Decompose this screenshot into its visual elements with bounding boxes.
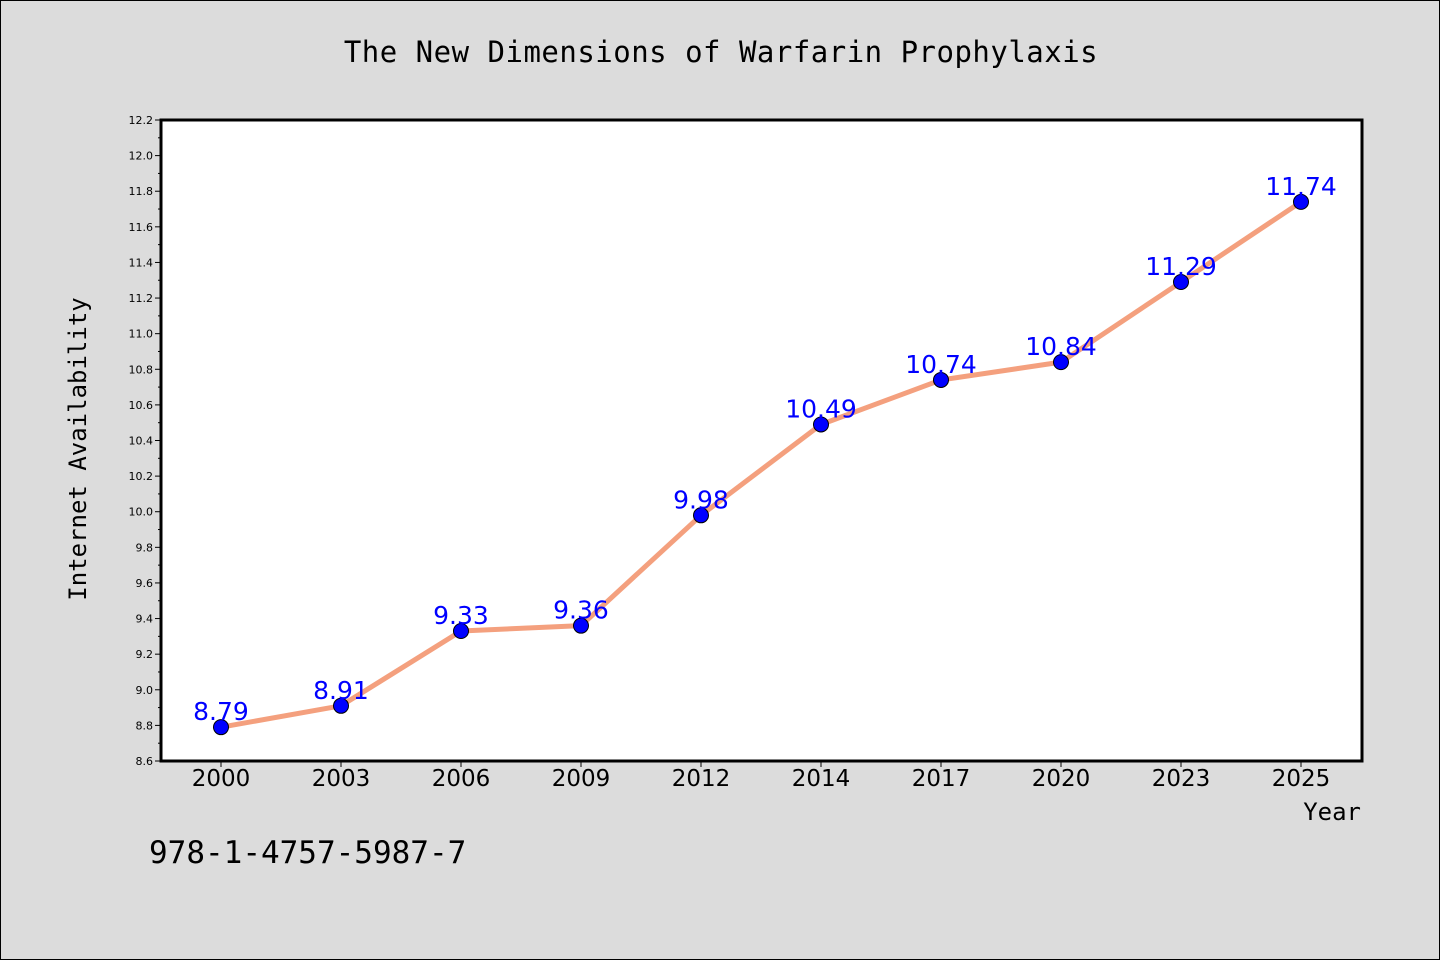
- data-label: 11.29: [1145, 252, 1217, 281]
- isbn-text: 978-1-4757-5987-7: [149, 835, 467, 871]
- data-point: [1053, 354, 1069, 371]
- y-tick-label: 8.6: [136, 755, 154, 768]
- x-tick-label: 2025: [1272, 766, 1331, 792]
- data-point: [693, 507, 709, 524]
- data-label: 9.33: [433, 601, 489, 630]
- x-axis: 2000 2003 2006 2009 2012 2014 2017 2020 2023 2025: [192, 761, 1331, 792]
- data-labels: 8.79 8.91 9.33 9.36 9.98 10.49 10.74 10.84 11.29…: [193, 172, 1337, 726]
- data-point: [213, 719, 229, 736]
- x-tick-label: 2003: [312, 766, 371, 792]
- y-tick-label: 10.8: [129, 363, 154, 376]
- y-tick-label: 11.4: [129, 256, 154, 269]
- x-tick-label: 2014: [792, 766, 851, 792]
- x-tick-label: 2023: [1152, 766, 1211, 792]
- y-axis: 8.6 8.8 9.0 9.2 9.4 9.6 9.8 10.0 10.2 10.4 10.6 10.…: [129, 114, 161, 768]
- data-label: 8.91: [313, 676, 369, 705]
- chart-title: The New Dimensions of Warfarin Prophylax…: [343, 35, 1099, 69]
- y-tick-label: 9.8: [136, 541, 154, 554]
- series-line: [218, 199, 1304, 730]
- y-tick-label: 11.0: [129, 328, 154, 341]
- x-axis-label: Year: [1303, 798, 1361, 826]
- y-tick-label: 9.2: [136, 648, 154, 661]
- x-tick-label: 2009: [552, 766, 611, 792]
- data-point: [933, 371, 949, 388]
- y-tick-label: 9.0: [136, 684, 154, 697]
- x-tick-label: 2017: [912, 766, 971, 792]
- y-tick-label: 12.0: [129, 150, 154, 163]
- plot-area: [159, 118, 1364, 763]
- y-tick-label: 9.4: [136, 613, 154, 626]
- data-label: 8.79: [193, 697, 249, 726]
- x-tick-label: 2006: [432, 766, 491, 792]
- x-tick-label: 2012: [672, 766, 731, 792]
- data-point: [1173, 274, 1189, 291]
- data-label: 10.74: [905, 350, 977, 379]
- x-tick-label: 2020: [1032, 766, 1091, 792]
- data-series: [213, 193, 1309, 736]
- y-tick-label: 8.8: [136, 719, 154, 732]
- data-point: [813, 416, 829, 433]
- data-label: 11.74: [1265, 172, 1337, 201]
- data-label: 9.98: [673, 485, 729, 514]
- y-tick-label: 10.2: [129, 470, 154, 483]
- data-point: [333, 697, 349, 714]
- y-tick-label: 10.0: [129, 506, 154, 519]
- y-tick-label: 11.6: [129, 221, 154, 234]
- y-tick-label: 12.2: [129, 114, 154, 127]
- y-tick-label: 9.6: [136, 577, 154, 590]
- y-tick-label: 11.8: [129, 185, 154, 198]
- data-point: [1293, 193, 1309, 210]
- data-point: [453, 623, 469, 640]
- data-label: 9.36: [553, 596, 609, 625]
- data-point: [573, 617, 589, 634]
- x-tick-label: 2000: [192, 766, 251, 792]
- y-tick-label: 10.6: [129, 399, 154, 412]
- data-label: 10.84: [1025, 332, 1097, 361]
- data-label: 10.49: [785, 394, 857, 423]
- y-tick-label: 11.2: [129, 292, 154, 305]
- y-tick-label: 10.4: [129, 435, 154, 448]
